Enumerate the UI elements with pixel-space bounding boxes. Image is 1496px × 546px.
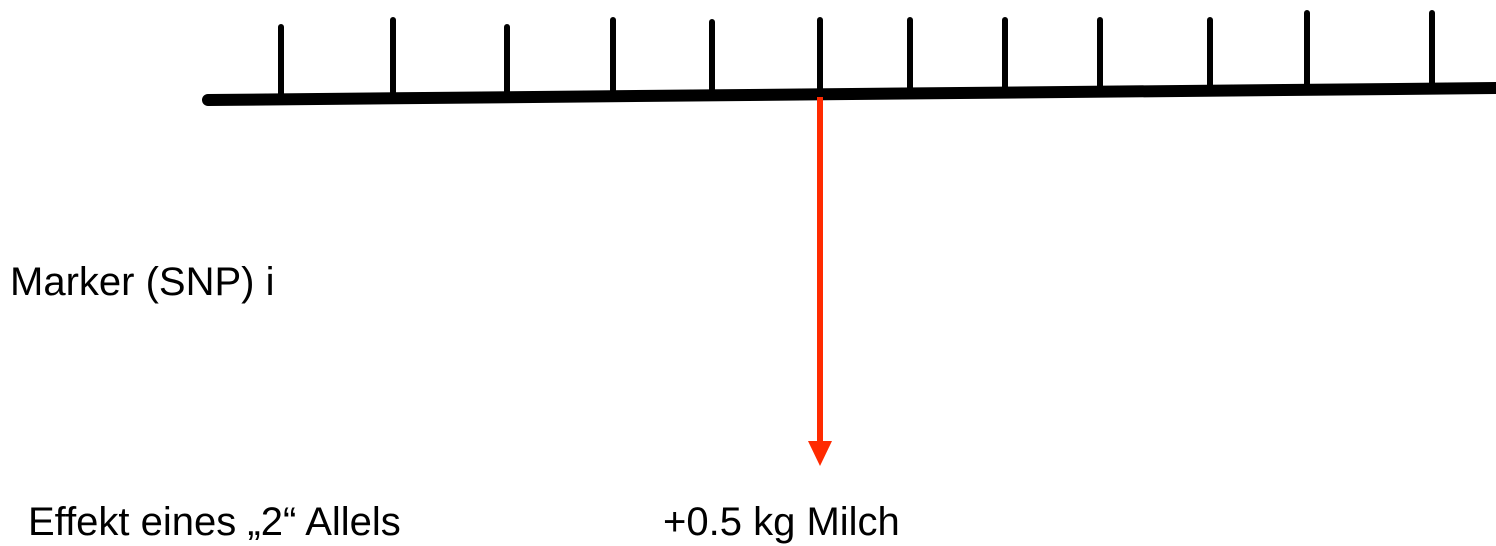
effect-arrow-head [808, 441, 832, 466]
chromosome-line [202, 82, 1496, 106]
marker-label: Marker (SNP) i [10, 260, 274, 304]
effect-label: Effekt eines „2“ Allels [28, 500, 401, 544]
effect-value: +0.5 kg Milch [663, 500, 900, 544]
marker-ticks [278, 10, 1435, 102]
